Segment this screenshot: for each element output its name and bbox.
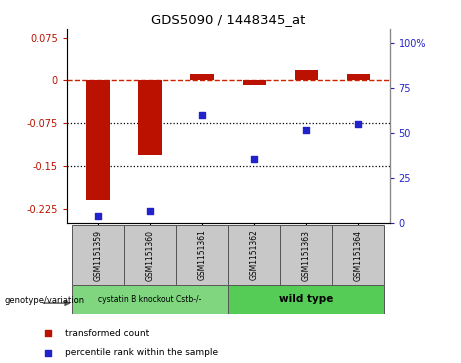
- Point: [95, 213, 102, 219]
- Point: [199, 113, 206, 118]
- Point: [250, 156, 258, 162]
- Bar: [72, 285, 228, 314]
- Point: [453, 279, 461, 285]
- Point: [453, 101, 461, 106]
- Text: genotype/variation: genotype/variation: [5, 296, 85, 305]
- Bar: [228, 285, 384, 314]
- Text: GSM1151364: GSM1151364: [354, 229, 363, 281]
- Point: [302, 127, 310, 132]
- Bar: [72, 225, 124, 285]
- Bar: [280, 225, 332, 285]
- Bar: [190, 74, 214, 81]
- Title: GDS5090 / 1448345_at: GDS5090 / 1448345_at: [151, 13, 305, 26]
- Bar: [347, 74, 370, 81]
- Bar: [124, 225, 176, 285]
- Text: GSM1151362: GSM1151362: [250, 229, 259, 281]
- Text: GSM1151359: GSM1151359: [94, 229, 103, 281]
- Text: GSM1151361: GSM1151361: [198, 229, 207, 281]
- Bar: [86, 81, 110, 200]
- Text: cystatin B knockout Cstb-/-: cystatin B knockout Cstb-/-: [99, 295, 202, 304]
- Bar: [242, 81, 266, 85]
- Text: GSM1151363: GSM1151363: [302, 229, 311, 281]
- Bar: [332, 225, 384, 285]
- Text: GSM1151360: GSM1151360: [146, 229, 154, 281]
- Text: transformed count: transformed count: [65, 329, 149, 338]
- Text: wild type: wild type: [279, 294, 333, 305]
- Bar: [295, 70, 318, 81]
- Bar: [176, 225, 228, 285]
- Bar: [138, 81, 162, 155]
- Point: [147, 208, 154, 213]
- Point: [355, 122, 362, 127]
- Text: percentile rank within the sample: percentile rank within the sample: [65, 348, 218, 357]
- Bar: [228, 225, 280, 285]
